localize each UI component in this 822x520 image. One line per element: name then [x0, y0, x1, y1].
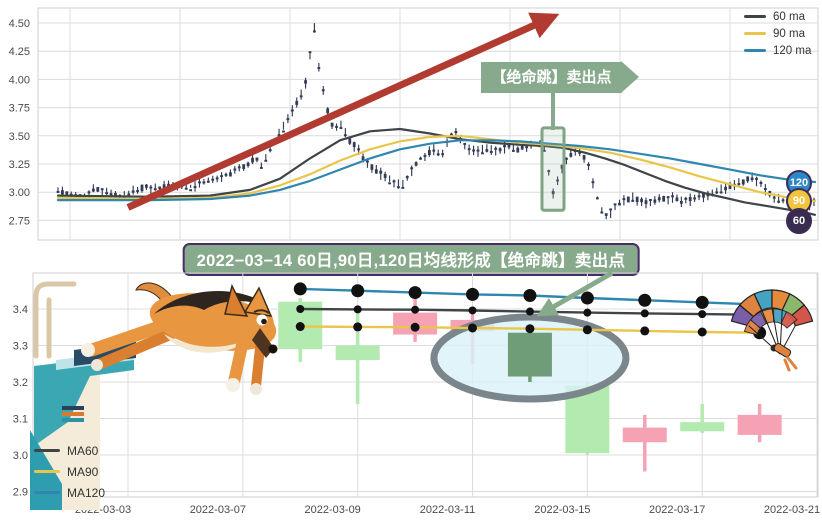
badge-60ma: 60 — [786, 208, 812, 234]
legend-item-90ma: 90 ma — [744, 26, 811, 41]
y-tick-label: 3.1 — [13, 414, 28, 426]
y-tick-label: 3.50 — [9, 131, 30, 143]
y-tick-label: 2.75 — [9, 215, 30, 227]
callout-connector-line — [551, 92, 555, 130]
dog — [81, 282, 278, 395]
ma120-line-swatch — [34, 490, 60, 495]
candle-2022-03-18 — [737, 414, 782, 435]
banner-arrow — [536, 270, 614, 317]
candle-2022-03-17 — [680, 422, 725, 432]
x-tick-label: 2022-03-09 — [305, 504, 361, 516]
parachute-illustration — [730, 289, 814, 372]
60ma-line-swatch — [744, 15, 766, 18]
y-tick-label: 4.50 — [9, 18, 30, 30]
ma90-line-swatch — [34, 469, 60, 474]
legend-item-ma90: MA90 — [34, 462, 105, 481]
top-chart-legend: 60 ma 90 ma 120 ma — [744, 9, 811, 58]
x-tick-label: 2022-03-17 — [649, 504, 705, 516]
legend-item-ma120: MA120 — [34, 483, 105, 502]
sell-point-callout: 【绝命跳】卖出点 — [481, 61, 639, 93]
y-tick-label: 3.25 — [9, 159, 30, 171]
x-tick-label: 2022-03-07 — [190, 504, 246, 516]
legend-label: 90 ma — [773, 27, 805, 40]
y-tick-label: 3.2 — [13, 377, 28, 389]
ma60-line-swatch — [34, 448, 60, 453]
legend-label: MA60 — [67, 443, 99, 458]
legend-item-120ma: 120 ma — [744, 43, 811, 58]
120ma-line-swatch — [744, 49, 766, 52]
y-tick-label: 3.4 — [13, 304, 28, 316]
y-tick-label: 3.3 — [13, 341, 28, 353]
legend-label: MA90 — [67, 464, 99, 479]
y-tick-label: 3.75 — [9, 103, 30, 115]
legend-label: MA120 — [67, 485, 106, 500]
bottom-chart-legend: MA60 MA90 MA120 — [34, 441, 105, 502]
candle-2022-03-16 — [622, 427, 667, 443]
y-tick-label: 4.00 — [9, 74, 30, 86]
parachute-canopy-lower — [743, 308, 798, 336]
legend-label: 60 ma — [773, 10, 805, 23]
x-tick-label: 2022-03-15 — [534, 504, 590, 516]
candle-2022-03-09 — [335, 345, 380, 361]
skydiver — [770, 343, 798, 372]
y-tick-label: 4.25 — [9, 46, 30, 58]
legend-item-60ma: 60 ma — [744, 9, 811, 24]
x-tick-label: 2022-03-11 — [420, 504, 475, 516]
overview-candlestick-chart: 4.50 4.25 4.00 3.75 3.50 3.25 3.00 2.75 — [9, 7, 819, 241]
y-tick-label: 3.0 — [13, 450, 28, 462]
candle-2022-03-14 — [507, 332, 552, 377]
dog-illustration — [30, 281, 278, 510]
legend-label: 120 ma — [773, 44, 812, 57]
legend-item-ma60: MA60 — [34, 441, 105, 460]
sell-signal-banner: 2022−03−14 60日,90日,120日均线形成【绝命跳】卖出点 — [182, 243, 640, 276]
x-tick-label: 2022-03-21 — [764, 504, 820, 516]
y-tick-label: 3.00 — [9, 187, 30, 199]
90ma-line-swatch — [744, 32, 766, 35]
y-tick-label: 2.9 — [13, 487, 28, 499]
